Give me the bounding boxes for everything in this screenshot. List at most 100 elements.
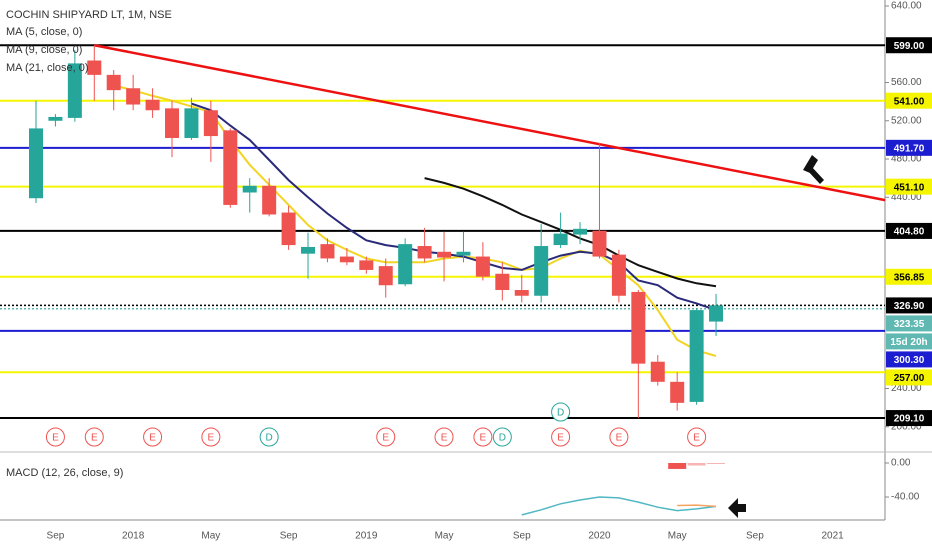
event-label: E [208, 433, 215, 444]
event-label: E [149, 433, 156, 444]
level-label: 404.80 [894, 227, 925, 238]
candle-body [145, 99, 160, 111]
candle-body [553, 233, 568, 246]
y-tick-label: 200.00 [891, 421, 922, 432]
level-label-box [886, 222, 932, 239]
x-tick-label: 2019 [355, 531, 378, 542]
y-tick-label: 640.00 [891, 1, 922, 12]
candle-body [320, 244, 335, 259]
event-marker [434, 427, 454, 447]
candle-body [262, 185, 277, 215]
level-label: 451.10 [894, 182, 925, 193]
macd-line [521, 496, 717, 516]
moving-average [191, 102, 717, 312]
candle-body [106, 74, 121, 91]
event-label: D [499, 433, 506, 444]
candle-body [670, 381, 685, 403]
x-tick-label: May [668, 531, 687, 542]
candle-body [223, 130, 238, 205]
candle-body [242, 185, 257, 193]
candle-body [67, 63, 82, 118]
event-marker [45, 427, 65, 447]
level-label-box [886, 37, 932, 54]
event-marker [551, 402, 571, 422]
level-label: 300.30 [894, 355, 925, 366]
arrow-icon [728, 498, 746, 518]
macd-y-tick-label: -40.00 [891, 492, 920, 503]
candle-body [495, 273, 510, 291]
event-marker [609, 427, 629, 447]
level-label: 541.00 [894, 96, 925, 107]
level-label: 326.90 [894, 301, 925, 312]
level-label-box [886, 369, 932, 386]
level-label: 209.10 [894, 414, 925, 425]
trendline [94, 44, 886, 202]
candle-body [398, 244, 413, 285]
candle-body [592, 230, 607, 257]
candle-body [165, 108, 180, 138]
event-label: E [693, 433, 700, 444]
candle-body [650, 361, 665, 382]
level-label-box [886, 178, 932, 195]
level-label-box [886, 315, 932, 332]
x-tick-label: Sep [513, 531, 531, 542]
level-label: 599.00 [894, 41, 925, 52]
candle-body [475, 256, 490, 277]
candle-body [29, 128, 43, 199]
chart-title: COCHIN SHIPYARD LT, 1M, NSE [6, 9, 172, 21]
x-tick-label: 2021 [822, 531, 845, 542]
event-marker [551, 427, 571, 447]
event-label: E [616, 433, 623, 444]
macd-title: MACD (12, 26, close, 9) [6, 467, 123, 479]
level-label-box [886, 297, 932, 314]
candle-body [359, 260, 374, 270]
x-tick-label: Sep [47, 531, 65, 542]
macd-histogram-bar [687, 462, 706, 466]
candle-body [87, 60, 102, 75]
x-tick-label: Sep [280, 531, 298, 542]
level-label-box [886, 351, 932, 368]
event-label: E [441, 433, 448, 444]
x-tick-label: May [435, 531, 454, 542]
candle-body [339, 256, 354, 263]
legend-entry: MA (21, close, 0) [6, 62, 89, 74]
x-tick-label: Sep [746, 531, 764, 542]
x-tick-label: May [201, 531, 220, 542]
event-label: E [480, 433, 487, 444]
candle-body [611, 254, 626, 296]
candle-body [126, 88, 141, 105]
macd-histogram-bar [707, 462, 726, 464]
level-label-box [886, 268, 932, 285]
candle-body [417, 246, 432, 259]
event-label: E [52, 433, 59, 444]
legend-entry: MA (5, close, 0) [6, 26, 82, 38]
legend-entry: MA (9, close, 0) [6, 44, 82, 56]
candle-body [631, 291, 646, 364]
level-label-box [886, 410, 932, 427]
event-label: E [382, 433, 389, 444]
level-label-box [886, 92, 932, 109]
candle-body [378, 266, 393, 286]
candle-body [456, 251, 471, 256]
event-label: E [557, 433, 564, 444]
level-label-box [886, 139, 932, 156]
candle-body [573, 228, 588, 235]
candle-body [709, 305, 724, 322]
y-tick-label: 480.00 [891, 154, 922, 165]
event-marker [687, 427, 707, 447]
level-label: 356.85 [894, 272, 925, 283]
y-tick-label: 240.00 [891, 383, 922, 394]
macd-y-tick-label: 0.00 [891, 458, 911, 469]
event-marker [492, 427, 512, 447]
candle-body [514, 290, 529, 296]
event-marker [376, 427, 396, 447]
y-tick-label: 440.00 [891, 192, 922, 203]
level-label: 323.35 [894, 319, 925, 330]
event-label: E [91, 433, 98, 444]
hammer-icon [803, 155, 824, 184]
signal-line [677, 504, 717, 508]
x-tick-label: 2020 [588, 531, 611, 542]
event-marker [84, 427, 104, 447]
y-tick-label: 560.00 [891, 77, 922, 88]
